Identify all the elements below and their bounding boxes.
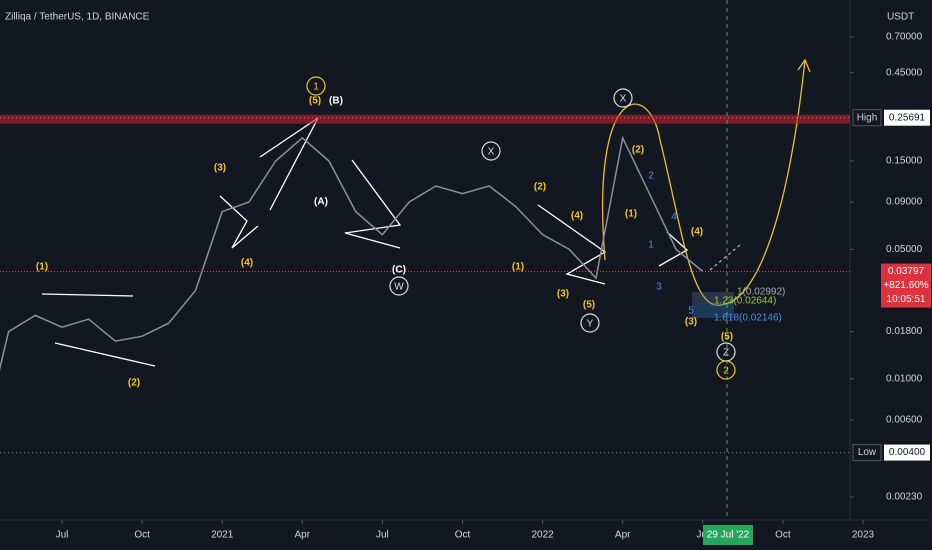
high-tag [852, 109, 882, 127]
circled-label: 2 [723, 366, 729, 377]
x-tick-label: 2021 [211, 530, 234, 541]
fib-level: 1.618(0.02146) [714, 313, 782, 324]
cursor-tag [703, 525, 753, 545]
projection-curve [601, 59, 806, 306]
current-text: 0.03797 [888, 266, 925, 277]
y-tick-label: 0.09000 [886, 197, 923, 208]
wave-label: 1 [648, 240, 654, 251]
resistance-zone [0, 114, 850, 124]
wave-label: (1) [36, 262, 48, 273]
circled-label: X [620, 94, 627, 105]
wave-label: (2) [632, 145, 644, 156]
wave-circle [716, 360, 736, 380]
x-tick-label: Jul [56, 530, 69, 541]
wave-label: (5) [309, 96, 321, 107]
wave-label: (C) [392, 265, 406, 276]
x-tick-label: 2022 [531, 530, 554, 541]
x-tick-label: Apr [615, 530, 631, 541]
low-value-tag [884, 444, 930, 461]
arrow-head [797, 58, 811, 73]
wave-label: (1) [512, 262, 524, 273]
circled-label: X [488, 147, 495, 158]
y-tick-label: 0.01000 [886, 374, 923, 385]
wave-label: 4 [671, 212, 677, 223]
high-value: 0.25691 [889, 112, 926, 123]
x-tick-label: Oct [134, 530, 150, 541]
wave-label: 2 [648, 171, 654, 182]
fib-zone [692, 304, 734, 318]
current-tag [881, 263, 931, 308]
price-line [0, 135, 704, 371]
circled-label: Z [723, 348, 729, 359]
x-tick-label: Oct [775, 530, 791, 541]
wave-circle [481, 141, 501, 161]
wave-label: (4) [691, 227, 703, 238]
wave-circle [613, 88, 633, 108]
wave-label: (4) [241, 258, 253, 269]
low-tag [852, 444, 882, 462]
y-tick-label: 0.70000 [886, 32, 923, 43]
chart-title: Zilliqa / TetherUS, 1D, BINANCE [5, 12, 150, 23]
wave-circle [306, 76, 326, 96]
circled-label: W [394, 282, 404, 293]
current-countdown: 10:05:51 [887, 294, 926, 305]
wave-label: (4) [571, 211, 583, 222]
x-tick-label: 2023 [852, 530, 875, 541]
wave-label: (1) [625, 209, 637, 220]
trendline [537, 204, 607, 285]
wave-label: (3) [685, 317, 697, 328]
wave-label: (B) [329, 96, 343, 107]
wave-label: 3 [656, 282, 662, 293]
wave-label: (3) [214, 163, 226, 174]
wave-circle [389, 276, 409, 296]
circled-label: Y [587, 319, 594, 330]
low-label: Low [858, 447, 877, 458]
y-tick-label: 0.00600 [886, 415, 923, 426]
wave-label: (5) [583, 300, 595, 311]
x-tick-label: Oct [455, 530, 471, 541]
trendline [344, 159, 402, 249]
high-label: High [857, 112, 878, 123]
y-tick-label: 0.45000 [886, 67, 923, 78]
wave-label: 5 [688, 306, 694, 317]
high-value-tag [884, 109, 930, 126]
wave-circle [580, 313, 600, 333]
low-value: 0.00400 [889, 447, 926, 458]
trendline [54, 342, 156, 367]
fib-level: 1(0.02992) [737, 287, 785, 298]
projection [709, 244, 741, 271]
y-tick-label: 0.15000 [886, 156, 923, 167]
x-tick-label: Apr [295, 530, 311, 541]
y-tick-label: 0.01800 [886, 326, 923, 337]
fib-zone [692, 292, 734, 304]
wave-label: (A) [314, 197, 328, 208]
circled-label: 1 [313, 82, 319, 93]
current-change: +821.60% [883, 280, 928, 291]
cursor-label: 29 Jul '22 [707, 530, 750, 541]
wave-label: (5) [721, 332, 733, 343]
wave-label: (2) [128, 378, 140, 389]
x-tick-label: Jul [376, 530, 389, 541]
trendline [658, 231, 689, 267]
y-tick-label: 0.00230 [886, 492, 923, 503]
y-unit: USDT [887, 12, 914, 23]
trendline [219, 195, 259, 249]
wave-label: (2) [534, 182, 546, 193]
trendline [41, 293, 134, 297]
wave-label: (3) [557, 289, 569, 300]
x-tick-label: Jul [696, 530, 709, 541]
y-tick-label: 0.05000 [886, 244, 923, 255]
fib-level: 1.23(0.02644) [714, 296, 776, 307]
